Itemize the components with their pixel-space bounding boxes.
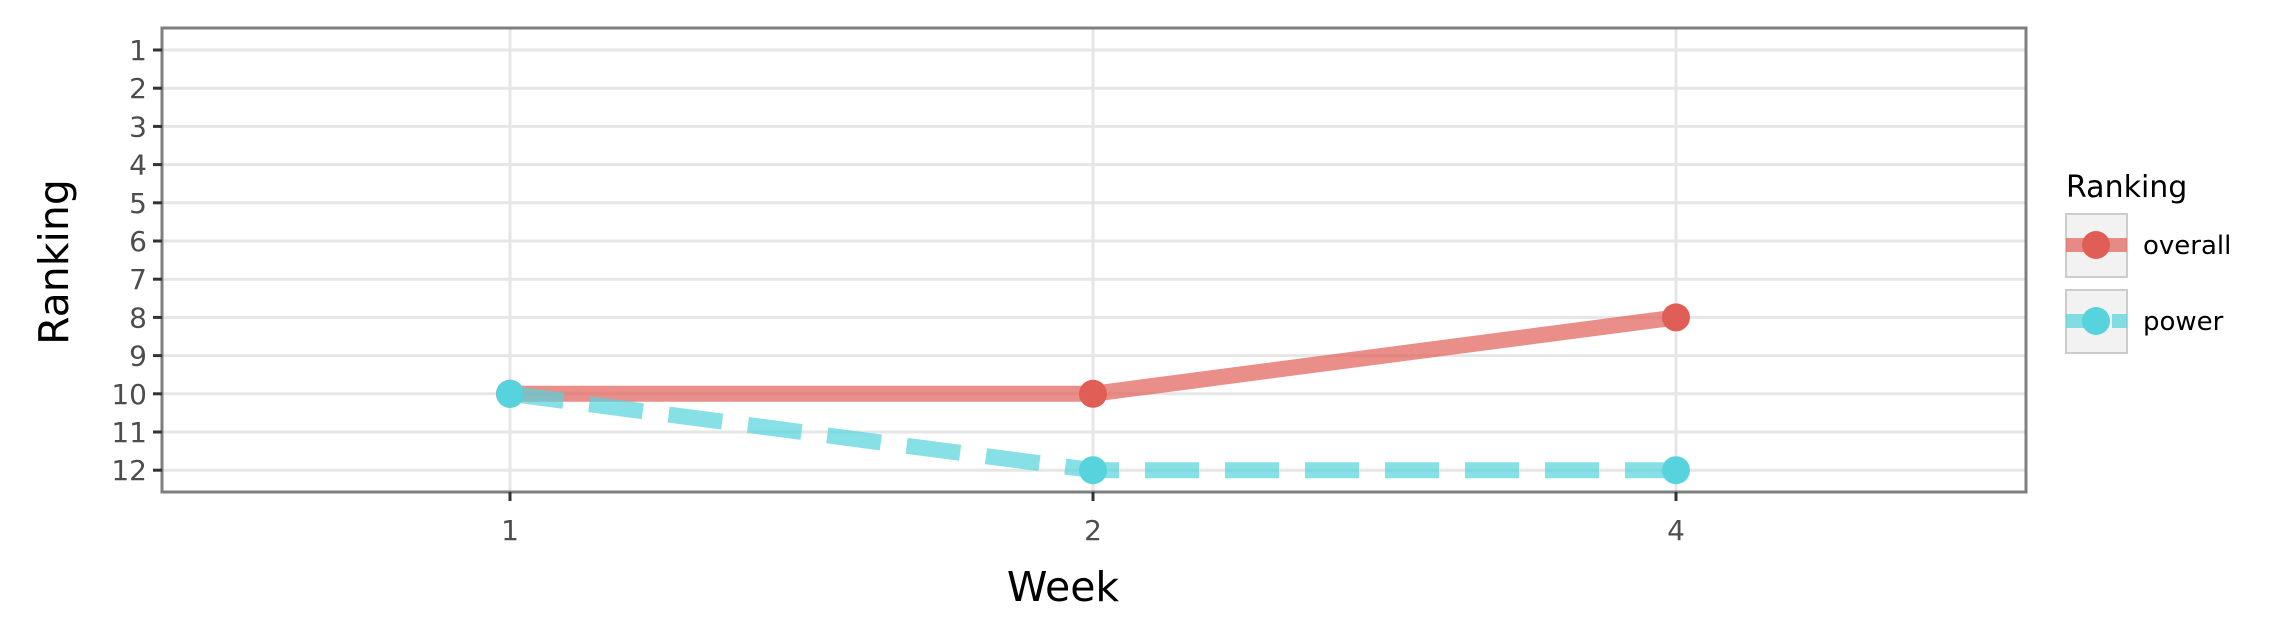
x-axis-ticks: 1 2 4 (501, 492, 1685, 547)
point-overall (1662, 303, 1690, 332)
y-tick-label: 8 (129, 301, 147, 334)
y-tick-label: 6 (129, 225, 147, 258)
y-tick-label: 4 (129, 149, 147, 182)
y-tick-label: 5 (129, 187, 147, 220)
y-tick-label: 1 (129, 34, 147, 67)
point-power (1662, 456, 1690, 485)
point-overall (1079, 379, 1107, 408)
y-tick-label: 7 (129, 263, 147, 296)
legend-point (2082, 307, 2110, 335)
legend-items: overall power (2065, 213, 2231, 354)
y-tick-label: 9 (129, 340, 147, 373)
legend-label: power (2143, 307, 2224, 337)
legend: Ranking overall power (2065, 170, 2231, 354)
x-tick-label: 2 (1084, 514, 1102, 547)
x-tick-label: 4 (1667, 514, 1685, 547)
y-tick-label: 3 (129, 110, 147, 143)
x-tick-label: 1 (501, 514, 519, 547)
point-power (1079, 456, 1107, 485)
y-tick-label: 2 (129, 72, 147, 105)
series-layer (496, 303, 1690, 485)
legend-title: Ranking (2066, 170, 2187, 205)
legend-point (2082, 231, 2110, 259)
y-tick-label: 11 (111, 416, 147, 449)
y-tick-label: 10 (111, 378, 147, 411)
vertical-gridlines (508, 28, 1678, 492)
y-axis-title: Ranking (30, 179, 78, 345)
legend-label: overall (2143, 231, 2231, 261)
legend-item-overall: overall (2065, 213, 2231, 278)
y-tick-label: 12 (111, 454, 147, 487)
point-power (496, 379, 524, 408)
x-axis-title: Week (1007, 563, 1120, 611)
legend-item-power: power (2065, 289, 2224, 354)
